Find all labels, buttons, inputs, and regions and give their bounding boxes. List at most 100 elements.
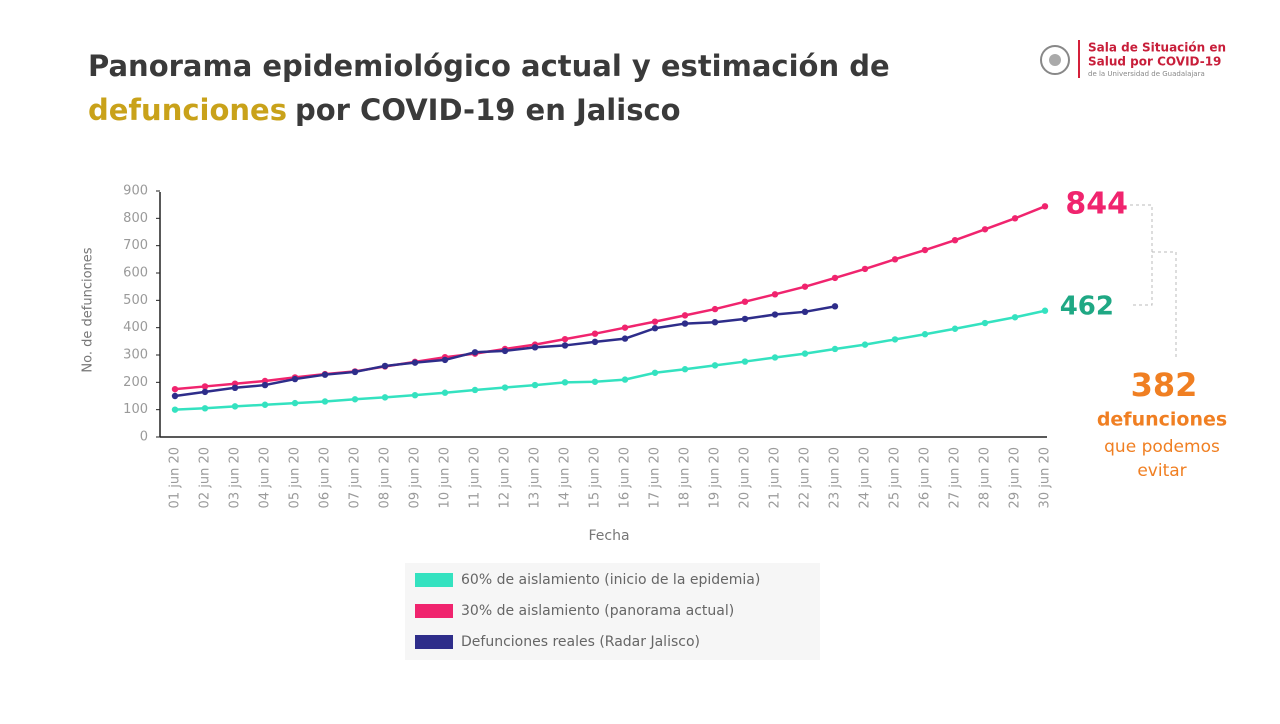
x-tick-label: 29 jun 20 xyxy=(1008,447,1023,508)
data-point xyxy=(441,356,449,364)
data-point xyxy=(1041,203,1049,210)
x-tick-label: 15 jun 20 xyxy=(588,447,603,508)
data-point xyxy=(951,237,959,244)
data-point xyxy=(801,283,809,290)
x-tick-label: 26 jun 20 xyxy=(918,447,933,508)
legend-swatch xyxy=(415,604,453,618)
y-tick-label: 700 xyxy=(123,238,148,253)
data-point xyxy=(771,291,779,298)
difference-value: 382 xyxy=(1131,366,1198,404)
x-tick-label: 28 jun 20 xyxy=(978,447,993,508)
y-tick-label: 500 xyxy=(123,293,148,308)
data-point xyxy=(351,396,359,403)
x-tick-label: 16 jun 20 xyxy=(618,447,633,508)
data-point xyxy=(771,354,779,361)
y-tick-label: 300 xyxy=(123,348,148,363)
y-tick-label: 800 xyxy=(123,211,148,226)
logo-text: Salud por COVID-19 xyxy=(1088,55,1221,69)
x-tick-label: 02 jun 20 xyxy=(198,447,213,508)
data-point xyxy=(831,303,839,310)
title-line-2: defunciones por COVID-19 en Jalisco xyxy=(88,93,681,127)
x-axis-label: Fecha xyxy=(588,528,629,544)
data-point xyxy=(921,331,929,338)
x-tick-label: 23 jun 20 xyxy=(828,447,843,508)
data-point xyxy=(651,369,659,376)
logo-seal xyxy=(1040,45,1070,75)
x-tick-label: 03 jun 20 xyxy=(228,447,243,508)
x-tick-label: 20 jun 20 xyxy=(738,447,753,508)
data-point xyxy=(741,358,749,365)
data-point xyxy=(621,376,629,383)
x-tick-label: 01 jun 20 xyxy=(168,447,183,508)
y-tick-label: 0 xyxy=(140,430,148,445)
data-point xyxy=(801,350,809,357)
legend-box xyxy=(405,563,820,660)
data-point xyxy=(261,401,269,408)
data-point xyxy=(201,405,209,412)
y-tick-label: 200 xyxy=(123,375,148,390)
x-tick-label: 05 jun 20 xyxy=(288,447,303,508)
data-point xyxy=(861,265,869,273)
data-point xyxy=(981,319,989,327)
data-point xyxy=(201,383,209,390)
x-tick-label: 07 jun 20 xyxy=(348,447,363,508)
x-tick-label: 11 jun 20 xyxy=(468,447,483,508)
difference-text: evitar xyxy=(1137,461,1186,481)
legend-label: 60% de aislamiento (inicio de la epidemi… xyxy=(461,572,760,588)
data-point xyxy=(711,305,719,313)
data-point xyxy=(531,381,539,389)
data-point xyxy=(621,324,629,331)
x-tick-label: 22 jun 20 xyxy=(798,447,813,508)
data-point xyxy=(291,375,299,383)
title-line-1: Panorama epidemiológico actual y estimac… xyxy=(88,49,890,83)
logo-seal-center xyxy=(1049,54,1061,66)
end-label: 462 xyxy=(1060,292,1114,322)
data-point xyxy=(471,386,479,394)
data-point xyxy=(561,379,569,386)
x-tick-label: 04 jun 20 xyxy=(258,447,273,508)
x-tick-label: 17 jun 20 xyxy=(648,447,663,508)
data-point xyxy=(801,308,809,316)
data-point xyxy=(651,318,659,325)
data-point xyxy=(561,335,569,343)
legend: 60% de aislamiento (inicio de la epidemi… xyxy=(415,572,760,650)
series-line xyxy=(174,309,1046,411)
x-tick-label: 25 jun 20 xyxy=(888,447,903,508)
data-point xyxy=(621,335,629,342)
series-line xyxy=(174,205,1046,391)
data-point xyxy=(741,315,749,323)
series xyxy=(171,303,839,400)
data-point xyxy=(681,366,689,373)
data-point xyxy=(471,349,479,356)
data-point xyxy=(171,385,179,393)
data-point xyxy=(771,311,779,318)
x-tick-label: 21 jun 20 xyxy=(768,447,783,508)
data-point xyxy=(711,319,719,326)
data-point xyxy=(831,274,839,282)
x-tick-label: 10 jun 20 xyxy=(438,447,453,508)
data-point xyxy=(591,330,599,337)
data-point xyxy=(891,336,899,343)
data-point xyxy=(1011,314,1019,321)
legend-swatch xyxy=(415,573,453,587)
logo-text: de la Universidad de Guadalajara xyxy=(1088,70,1205,78)
data-point xyxy=(921,246,929,254)
data-point xyxy=(561,342,569,349)
data-point xyxy=(171,392,179,400)
data-point xyxy=(201,388,209,396)
x-tick-label: 13 jun 20 xyxy=(528,447,543,508)
x-tick-label: 19 jun 20 xyxy=(708,447,723,508)
data-point xyxy=(321,371,329,378)
x-tick-label: 06 jun 20 xyxy=(318,447,333,508)
data-point xyxy=(501,347,509,355)
data-point xyxy=(711,362,719,369)
data-point xyxy=(321,398,329,405)
legend-label: 30% de aislamiento (panorama actual) xyxy=(461,603,734,619)
end-label: 844 xyxy=(1065,187,1128,222)
legend-swatch xyxy=(415,635,453,649)
data-point xyxy=(531,344,539,351)
data-point xyxy=(501,384,509,391)
data-point xyxy=(231,403,239,410)
data-point xyxy=(381,394,389,401)
